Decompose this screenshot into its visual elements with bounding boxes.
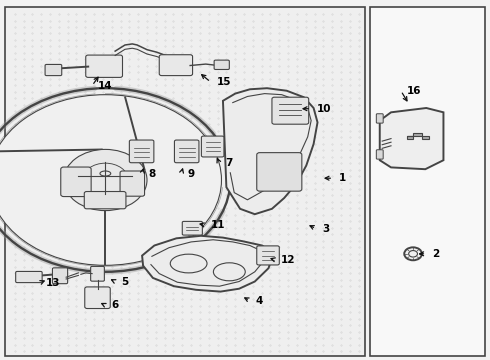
FancyBboxPatch shape bbox=[182, 221, 202, 235]
FancyBboxPatch shape bbox=[257, 246, 279, 265]
FancyBboxPatch shape bbox=[257, 153, 302, 191]
Text: 3: 3 bbox=[322, 224, 329, 234]
Text: 15: 15 bbox=[217, 77, 231, 87]
Text: 1: 1 bbox=[339, 173, 346, 183]
FancyBboxPatch shape bbox=[272, 97, 309, 124]
Text: 7: 7 bbox=[225, 158, 232, 168]
FancyBboxPatch shape bbox=[129, 140, 154, 163]
Text: 2: 2 bbox=[432, 249, 440, 259]
FancyBboxPatch shape bbox=[376, 114, 383, 123]
FancyBboxPatch shape bbox=[45, 64, 62, 76]
Text: 12: 12 bbox=[281, 255, 296, 265]
Text: 16: 16 bbox=[407, 86, 421, 96]
Text: 6: 6 bbox=[111, 300, 119, 310]
FancyBboxPatch shape bbox=[61, 167, 91, 197]
Text: 5: 5 bbox=[121, 276, 128, 287]
Polygon shape bbox=[407, 133, 429, 139]
FancyBboxPatch shape bbox=[174, 140, 199, 163]
Polygon shape bbox=[380, 108, 443, 169]
FancyBboxPatch shape bbox=[120, 171, 145, 196]
Circle shape bbox=[404, 247, 422, 260]
Text: 11: 11 bbox=[211, 220, 225, 230]
FancyBboxPatch shape bbox=[376, 150, 383, 159]
FancyBboxPatch shape bbox=[86, 55, 122, 77]
Bar bbox=[370, 7, 485, 356]
FancyBboxPatch shape bbox=[52, 268, 68, 284]
FancyBboxPatch shape bbox=[91, 266, 104, 281]
Text: 8: 8 bbox=[148, 168, 155, 179]
Bar bbox=[5, 7, 365, 356]
FancyBboxPatch shape bbox=[214, 60, 229, 69]
Text: 13: 13 bbox=[46, 278, 61, 288]
FancyBboxPatch shape bbox=[84, 192, 126, 209]
Text: 4: 4 bbox=[256, 296, 263, 306]
FancyBboxPatch shape bbox=[159, 55, 193, 76]
Circle shape bbox=[64, 149, 147, 211]
FancyBboxPatch shape bbox=[16, 271, 42, 283]
Circle shape bbox=[0, 95, 221, 265]
Polygon shape bbox=[142, 236, 273, 292]
FancyBboxPatch shape bbox=[201, 136, 224, 157]
FancyBboxPatch shape bbox=[85, 287, 110, 309]
Polygon shape bbox=[223, 88, 318, 214]
Text: 9: 9 bbox=[187, 168, 195, 179]
Text: 14: 14 bbox=[98, 81, 113, 91]
Text: 10: 10 bbox=[317, 104, 332, 114]
